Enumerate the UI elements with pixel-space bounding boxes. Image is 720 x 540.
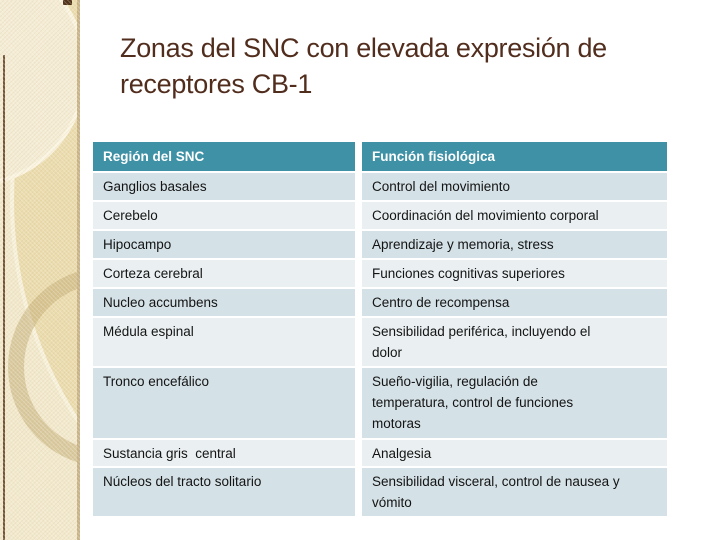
table-cell-funcion: Control del movimiento — [362, 173, 667, 200]
table-cell-funcion: Sensibilidad periférica, incluyendo el d… — [362, 318, 667, 366]
decorative-sidebar — [0, 0, 80, 540]
table-cell-funcion: Aprendizaje y memoria, stress — [362, 231, 667, 258]
table-cell-funcion: Analgesia — [362, 440, 667, 466]
table-header-funcion: Función fisiológica — [362, 142, 667, 171]
table-cell-region: Corteza cerebral — [93, 260, 355, 287]
table-cell-region: Tronco encefálico — [93, 368, 355, 438]
table-cell-region: Ganglios basales — [93, 173, 355, 200]
sidebar-top-notch — [63, 0, 72, 5]
table-cell-funcion: Funciones cognitivas superiores — [362, 260, 667, 287]
table-cell-region: Cerebelo — [93, 202, 355, 229]
table-cell-region: Núcleos del tracto solitario — [93, 468, 355, 516]
cb1-receptor-regions-table: Región del SNC Función fisiológica Gangl… — [93, 142, 667, 516]
sidebar-left-edge-line — [3, 55, 5, 540]
table-cell-region: Hipocampo — [93, 231, 355, 258]
table-cell-funcion: Sueño-vigilia, regulación de temperatura… — [362, 368, 667, 438]
table-cell-region: Nucleo accumbens — [93, 289, 355, 316]
table-cell-funcion: Coordinación del movimiento corporal — [362, 202, 667, 229]
table-cell-region: Médula espinal — [93, 318, 355, 366]
table-cell-region: Sustancia gris central — [93, 440, 355, 466]
table-cell-funcion: Sensibilidad visceral, control de nausea… — [362, 468, 667, 516]
sidebar-right-border — [77, 0, 80, 540]
decorative-ring — [8, 267, 80, 467]
slide-title: Zonas del SNC con elevada expresión de r… — [120, 33, 607, 99]
table-header-region: Región del SNC — [93, 142, 355, 171]
table-cell-funcion: Centro de recompensa — [362, 289, 667, 316]
